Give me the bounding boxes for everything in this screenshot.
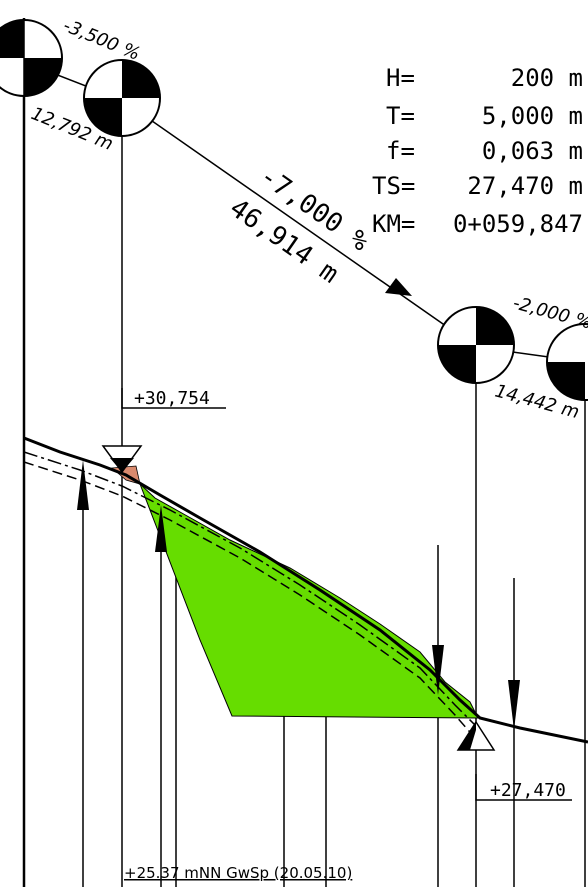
param-f-label: f= xyxy=(386,137,415,165)
existing-ground-line xyxy=(23,436,588,744)
pvi-circle-icon xyxy=(546,323,588,401)
param-f-value: 0,063 m xyxy=(482,137,583,165)
param-ts-value: 27,470 m xyxy=(467,172,583,200)
arrow-down-icon xyxy=(432,645,444,695)
pvi-circle-icon xyxy=(83,59,161,137)
pvi-right-tag-line xyxy=(475,774,572,801)
param-km-label: KM= xyxy=(372,210,415,238)
grade3-percent: -2,000 % xyxy=(511,293,588,334)
pvi-triangle-icon xyxy=(101,445,143,474)
param-h-value: 200 m xyxy=(511,64,583,92)
arrow-up-icon xyxy=(155,505,167,552)
pvi-right-elevation: +27,470 xyxy=(490,780,566,801)
arrow-up-icon xyxy=(77,460,89,510)
grade1-percent: -3,500 % xyxy=(60,15,143,65)
arrow-down-icon xyxy=(508,680,520,730)
pvi-triangle-icon xyxy=(456,720,496,751)
pvi-left-elevation: +30,754 xyxy=(134,388,210,409)
grade-arrow-icon xyxy=(385,278,412,296)
pvi-circle-icon xyxy=(437,306,515,384)
param-t-value: 5,000 m xyxy=(482,102,583,130)
param-km-value: 0+059,847 xyxy=(453,210,583,238)
groundwater-label: +25.37 mNN GwSp (20.05.10) xyxy=(124,864,352,882)
param-ts-label: TS= xyxy=(372,172,415,200)
pvi-circle-icon xyxy=(0,19,63,97)
subgrade-dashed-line xyxy=(23,461,476,739)
param-h-label: H= xyxy=(386,64,415,92)
param-t-label: T= xyxy=(386,102,415,130)
pvi-left-tag-line xyxy=(121,388,226,409)
